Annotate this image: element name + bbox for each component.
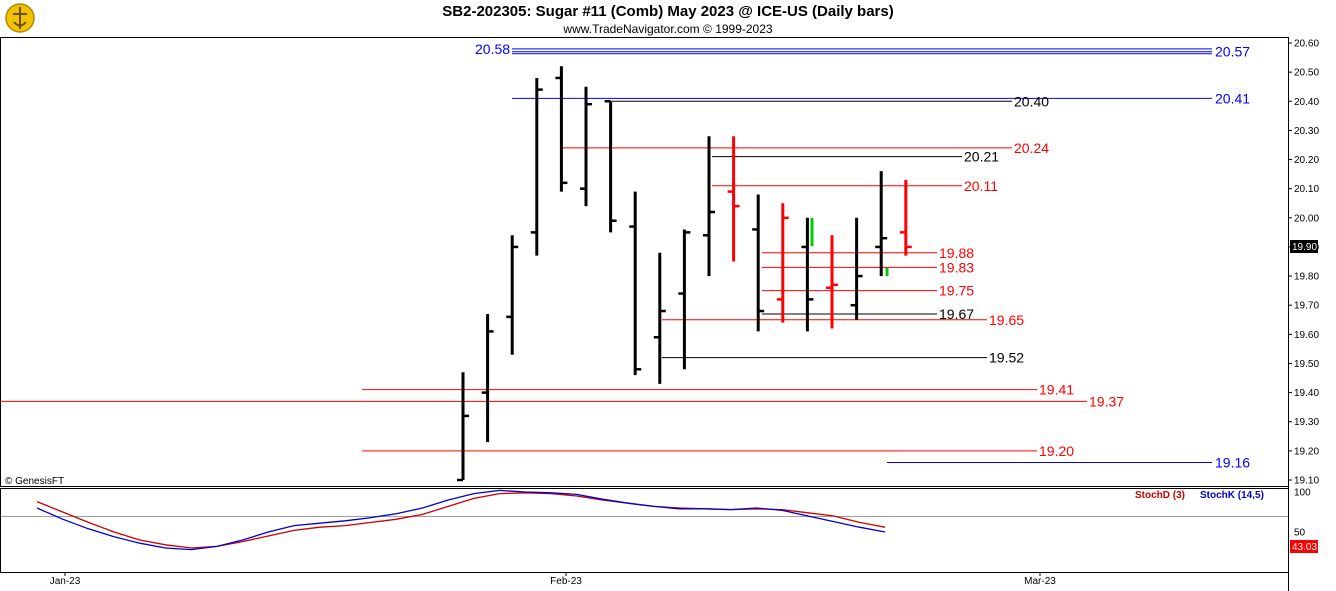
level-label: 19.65 [989,312,1024,328]
stoch-value-badge-text: 43.03 [1292,542,1317,553]
level-label: 19.88 [939,245,974,261]
ohlc-bar [481,313,494,443]
price-tick-label: 20.00 [1294,213,1319,224]
price-tick-label: 19.60 [1294,330,1319,341]
last-price-badge: 19.90 [1290,240,1318,253]
level-label: 20.57 [1215,44,1250,60]
level-label: 19.67 [939,306,974,322]
ohlc-bar [678,229,691,370]
price-tick-label: 20.60 [1294,39,1319,50]
level-label: 20.11 [964,178,998,194]
level-label: 19.20 [1039,443,1074,459]
ohlc-bar [629,191,642,376]
ohlc-bar [555,66,568,192]
price-tick-label: 19.70 [1294,301,1319,312]
price-tick-label: 20.10 [1294,184,1319,195]
ohlc-bar [604,100,617,233]
level-label: 19.16 [1215,455,1250,471]
stoch-tick-label: 50 [1294,528,1306,539]
level-label: 20.58 [475,41,510,57]
stochd-legend: StochD (3) [1135,490,1185,501]
level-label: 19.83 [939,259,974,275]
price-tick-label: 20.20 [1294,155,1319,166]
ohlc-bar [826,235,838,329]
last-price-badge-text: 19.90 [1292,242,1317,253]
copyright-text: © GenesisFT [5,476,64,487]
price-tick-label: 20.50 [1294,68,1319,79]
level-label: 20.41 [1215,90,1250,106]
stochk-line [36,489,886,551]
stochk-legend: StochK (14,5) [1200,490,1264,501]
ohlc-bar [703,136,715,277]
price-tick-label: 19.20 [1294,446,1319,457]
price-tick-label: 19.10 [1294,476,1319,487]
level-label: 20.24 [1014,140,1049,156]
ohlc-bar [850,217,863,320]
stoch-pane-frame [0,488,1289,573]
ohlc-bar [506,235,519,355]
ohlc-bar [752,194,765,332]
date-tick-label: Mar-23 [1024,576,1056,587]
level-label: 19.52 [989,350,1024,366]
ohlc-bar [727,136,740,262]
price-tick-label: 19.80 [1294,272,1319,283]
ohlc-bar [801,217,814,332]
stoch-tick-label: 100 [1294,488,1311,499]
price-tick-label: 20.30 [1294,126,1319,137]
ohlc-bar [899,179,912,256]
price-tick-label: 19.50 [1294,359,1319,370]
level-label: 19.41 [1039,382,1074,398]
ohlc-bar [653,252,666,384]
ohlc-bar [776,203,789,323]
chart-subtitle: www.TradeNavigator.com © 1999-2023 [563,22,773,36]
date-tick-label: Feb-23 [550,576,582,587]
price-tick-label: 19.30 [1294,417,1319,428]
chart-title: SB2-202305: Sugar #11 (Comb) May 2023 @ … [442,3,894,20]
price-pane-frame [0,37,1289,487]
trade-navigator-logo-icon [4,2,36,34]
price-tick-label: 19.40 [1294,388,1319,399]
stoch-value-badge: 43.03 [1290,540,1318,553]
date-tick-label: Jan-23 [50,576,81,587]
stochd-line [36,492,886,549]
level-label: 20.21 [964,149,999,165]
ohlc-bar [580,86,592,207]
ohlc-bar [457,372,469,482]
level-label: 19.75 [939,283,974,299]
ohlc-bar [875,171,888,277]
level-label: 20.40 [1014,93,1049,109]
price-tick-label: 20.40 [1294,97,1319,108]
chart-header: SB2-202305: Sugar #11 (Comb) May 2023 @ … [0,0,1336,38]
ohlc-bar [530,77,543,256]
level-label: 19.37 [1089,393,1124,409]
